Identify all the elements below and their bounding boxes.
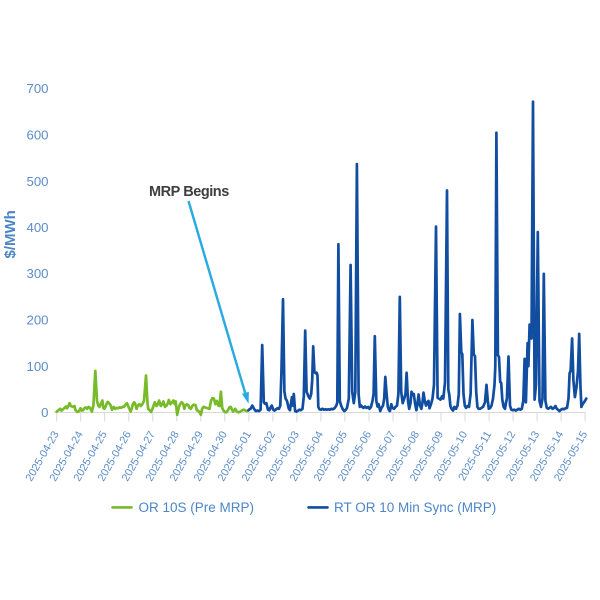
svg-text:500: 500 — [26, 174, 48, 189]
svg-text:300: 300 — [26, 266, 48, 281]
svg-text:$/MWh: $/MWh — [2, 210, 19, 258]
svg-text:600: 600 — [26, 128, 48, 143]
svg-text:200: 200 — [26, 313, 48, 328]
svg-text:400: 400 — [26, 220, 48, 235]
svg-text:0: 0 — [41, 405, 48, 420]
svg-text:100: 100 — [26, 359, 48, 374]
svg-text:MRP Begins: MRP Begins — [149, 184, 229, 200]
svg-text:OR 10S (Pre MRP): OR 10S (Pre MRP) — [139, 500, 255, 515]
svg-text:RT OR 10 Min Sync (MRP): RT OR 10 Min Sync (MRP) — [334, 500, 496, 515]
svg-text:700: 700 — [26, 81, 48, 96]
